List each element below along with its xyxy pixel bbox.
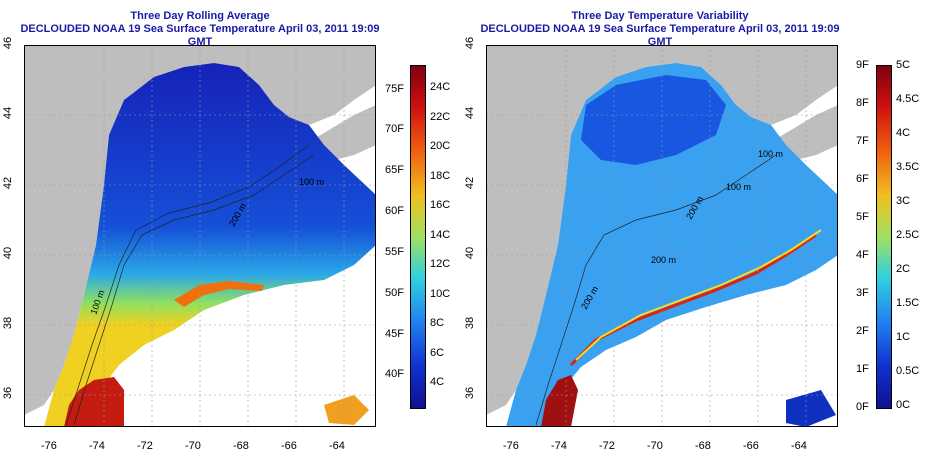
left-warm-water [64,377,124,427]
left-cbar-f: 55F [385,246,404,258]
right-lon-tick: -68 [695,440,711,452]
right-contour-label-2: 200 m [651,255,676,265]
right-lon-tick: -66 [743,440,759,452]
right-cbar-c: 2C [896,263,911,275]
left-lon-tick: -76 [41,440,57,452]
left-cbar-f: 40F [385,368,404,380]
right-title: Three Day Temperature Variability DECLOU… [480,10,840,49]
right-lat-tick: 36 [464,386,477,400]
right-lon-tick: -70 [647,440,663,452]
right-cbar-c: 3.5C [896,161,920,173]
left-contour-label-3: 100 m [299,177,324,187]
left-cbar-c: 16C [430,199,451,211]
left-cbar-c: 18C [430,170,451,182]
right-cbar-c: 5C [896,59,911,71]
left-land [24,45,376,415]
left-cbar-c: 6C [430,347,445,359]
left-lat-tick: 40 [2,246,15,260]
left-cbar-f: 75F [385,83,404,95]
left-lat-tick: 36 [2,386,15,400]
left-lat-tick: 46 [2,36,15,50]
right-hot-spot [541,375,578,427]
left-lat-tick: 42 [2,176,15,190]
left-lon-tick: -72 [137,440,153,452]
right-map: 200 m 200 m 200 m 100 m 100 m [486,45,838,427]
right-lat-tick: 42 [464,176,477,190]
left-cbar-c: 12C [430,258,451,270]
left-contour [73,154,315,426]
right-cbar-f: 5F [856,211,869,223]
right-lon-tick: -64 [791,440,807,452]
left-cbar-f: 70F [385,123,404,135]
right-cbar-f: 6F [856,173,869,185]
right-cbar-f: 9F [856,59,869,71]
right-lat-tick: 40 [464,246,477,260]
left-cbar-c: 4C [430,376,445,388]
right-contour [535,154,777,426]
right-cbar-f: 8F [856,97,869,109]
left-lon-tick: -64 [329,440,345,452]
right-grid [486,45,838,427]
left-title-line1: Three Day Rolling Average [130,10,270,22]
right-cbar-c: 4C [896,127,911,139]
left-cbar-c: 10C [430,288,451,300]
left-contour-2 [65,144,310,426]
right-land [486,45,838,415]
left-title: Three Day Rolling Average DECLOUDED NOAA… [20,10,380,49]
left-map: 100 m 200 m 100 m [24,45,376,427]
right-lat-tick: 38 [464,316,477,330]
left-cbar-f: 60F [385,205,404,217]
left-lon-tick: -66 [281,440,297,452]
right-cbar-c: 0.5C [896,365,920,377]
left-cbar-c: 22C [430,111,451,123]
right-cbar-c: 4.5C [896,93,920,105]
right-lat-tick: 46 [464,36,477,50]
left-lat-tick: 38 [2,316,15,330]
right-cbar-f: 7F [856,135,869,147]
right-cbar-c: 1.5C [896,297,920,309]
right-cbar-f: 0F [856,401,869,413]
right-cbar-c: 1C [896,331,911,343]
left-cbar-c: 20C [430,140,451,152]
left-grid [24,45,376,427]
right-lat-tick: 44 [464,106,477,120]
right-lon-tick: -72 [599,440,615,452]
right-lon-tick: -74 [551,440,567,452]
left-cbar-f: 50F [385,287,404,299]
right-contour-label-4: 100 m [726,182,751,192]
left-cbar-c: 14C [430,229,451,241]
left-lat-tick: 44 [2,106,15,120]
right-cbar-c: 3C [896,195,911,207]
left-warm-patch [324,395,369,425]
right-contour-label-5: 100 m [758,149,783,159]
left-lon-tick: -74 [89,440,105,452]
right-lon-tick: -76 [503,440,519,452]
left-lon-tick: -68 [233,440,249,452]
left-cbar-f: 45F [385,328,404,340]
left-cbar-f: 65F [385,164,404,176]
right-colorbar [876,65,892,409]
left-lon-tick: -70 [185,440,201,452]
right-cbar-f: 3F [856,287,869,299]
left-colorbar [410,65,426,409]
right-cbar-f: 2F [856,325,869,337]
right-scatter [786,390,836,427]
right-cbar-f: 4F [856,249,869,261]
left-cbar-c: 24C [430,81,451,93]
left-cbar-c: 8C [430,317,445,329]
right-variability-field [506,63,838,427]
right-title-line1: Three Day Temperature Variability [571,10,749,22]
left-front [174,281,264,307]
right-low-variability [581,75,726,165]
right-cbar-c: 0C [896,399,911,411]
right-cbar-c: 2.5C [896,229,920,241]
right-front-mid [575,229,822,361]
left-cold-water [44,63,376,427]
right-cbar-f: 1F [856,363,869,375]
